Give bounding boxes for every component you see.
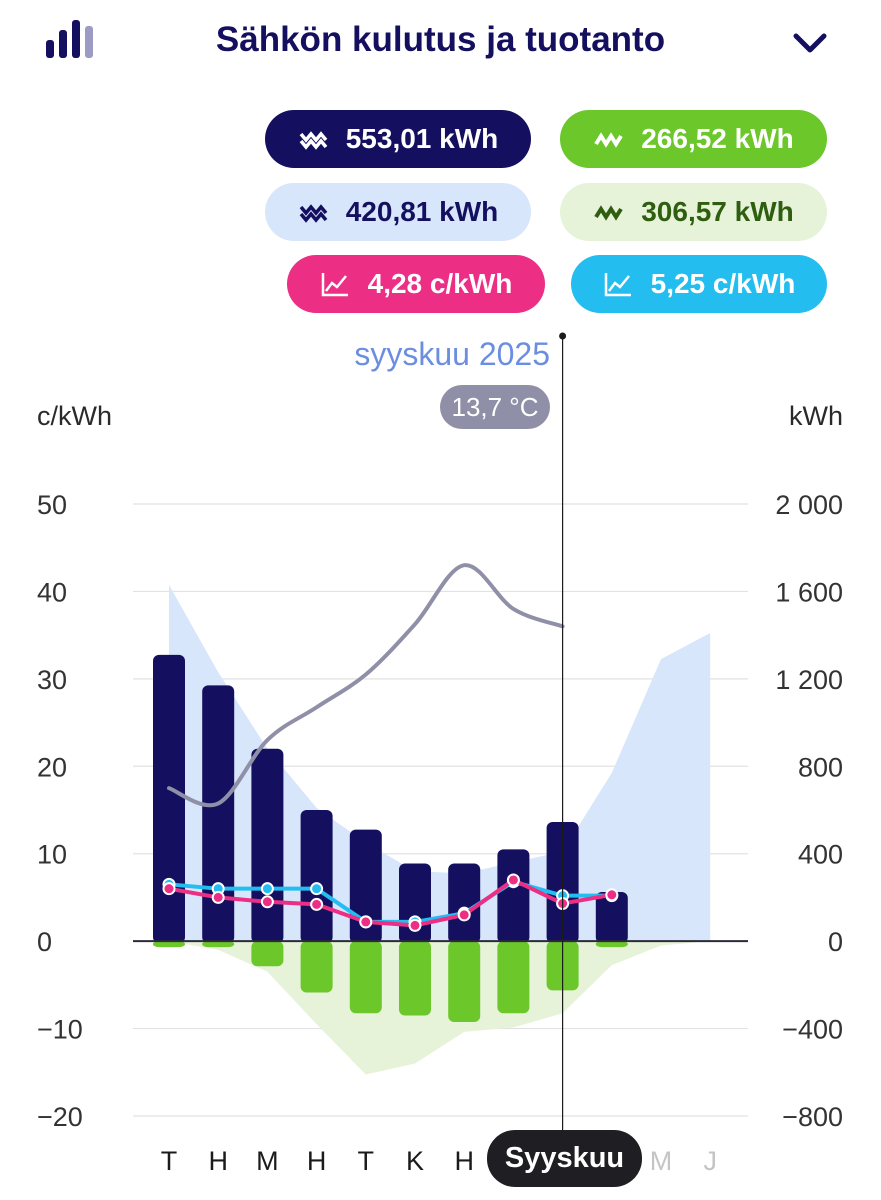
bar [251, 941, 284, 967]
pill-price-production[interactable]: 5,25 c/kWh [571, 255, 827, 313]
right-tick-label: 1 200 [775, 665, 843, 695]
right-tick-label: 2 000 [775, 490, 843, 520]
price-point [260, 882, 274, 896]
right-tick-label: 400 [798, 840, 843, 870]
right-axis-label: kWh [789, 401, 843, 431]
page-title: Sähkön kulutus ja tuotanto [215, 20, 666, 59]
x-tick-label: H [307, 1146, 327, 1176]
price-point [408, 918, 422, 932]
pill-value: 5,25 c/kWh [650, 268, 796, 299]
left-tick-label: 50 [37, 490, 67, 520]
bar [153, 941, 185, 948]
pill-value: 553,01 kWh [345, 123, 499, 154]
chevron-down-icon[interactable] [790, 26, 830, 60]
bar [251, 748, 284, 944]
bar [202, 941, 235, 948]
area-series [169, 941, 711, 1075]
bar [448, 941, 481, 1023]
bar [497, 849, 530, 944]
price-point [162, 882, 176, 896]
right-tick-label: 800 [798, 752, 843, 782]
left-tick-label: 40 [37, 577, 67, 607]
price-point [310, 882, 324, 896]
pill-value: 266,52 kWh [641, 123, 794, 154]
bar [202, 685, 235, 944]
meter-zigzag-icon [593, 199, 623, 225]
meter-zigzag-icon [593, 126, 623, 152]
bar [448, 863, 481, 944]
bar [595, 941, 628, 948]
bar [153, 654, 185, 944]
x-tick-label: H [208, 1146, 228, 1176]
meter-zigzag-icon [298, 199, 328, 225]
bar [497, 941, 530, 1014]
left-tick-label: 20 [37, 752, 67, 782]
right-tick-label: −800 [782, 1102, 843, 1132]
right-tick-label: 1 600 [775, 577, 843, 607]
temperature-badge: 13,7 °C [440, 385, 550, 429]
price-point [457, 908, 471, 922]
right-tick-label: −400 [782, 1015, 843, 1045]
pill-consumption-previous[interactable]: 420,81 kWh [265, 183, 531, 241]
price-point [211, 890, 225, 904]
left-tick-label: −10 [37, 1015, 83, 1045]
selected-month-tooltip[interactable]: Syyskuu [487, 1130, 642, 1187]
bar [300, 941, 333, 993]
pill-value: 420,81 kWh [345, 196, 499, 227]
pill-price-consumption[interactable]: 4,28 c/kWh [287, 255, 545, 313]
bar [349, 941, 382, 1014]
price-line [168, 877, 613, 928]
x-tick-label: J [703, 1146, 717, 1176]
bar-chart-icon[interactable] [44, 14, 96, 60]
price-point [359, 915, 373, 929]
left-tick-label: 30 [37, 665, 67, 695]
pill-production-current[interactable]: 266,52 kWh [560, 110, 827, 168]
x-tick-label: H [454, 1146, 474, 1176]
x-tick-label: M [650, 1146, 673, 1176]
temperature-line [167, 563, 565, 808]
bar [300, 810, 333, 944]
left-tick-label: 0 [37, 927, 52, 957]
cursor-dot [559, 332, 567, 340]
pill-production-previous[interactable]: 306,57 kWh [560, 183, 827, 241]
header: Sähkön kulutus ja tuotanto [0, 0, 881, 90]
bar [399, 941, 431, 1016]
cursor-month-label: syyskuu 2025 [354, 336, 550, 372]
pill-value: 4,28 c/kWh [367, 268, 513, 299]
left-axis-label: c/kWh [37, 401, 112, 431]
price-point [260, 895, 274, 909]
x-tick-label: K [406, 1146, 424, 1176]
price-point [506, 873, 520, 887]
trend-chart-icon [603, 271, 633, 297]
left-tick-label: 10 [37, 840, 67, 870]
price-point [605, 888, 619, 902]
x-tick-label: M [256, 1146, 279, 1176]
x-tick-label: T [161, 1146, 178, 1176]
left-tick-label: −20 [37, 1102, 83, 1132]
pill-consumption-current[interactable]: 553,01 kWh [265, 110, 531, 168]
bar [595, 891, 628, 944]
meter-zigzag-icon [298, 126, 328, 152]
trend-chart-icon [320, 271, 350, 297]
pill-value: 306,57 kWh [641, 196, 794, 227]
x-tick-label: T [358, 1146, 375, 1176]
right-tick-label: 0 [828, 927, 843, 957]
price-point [310, 897, 324, 911]
